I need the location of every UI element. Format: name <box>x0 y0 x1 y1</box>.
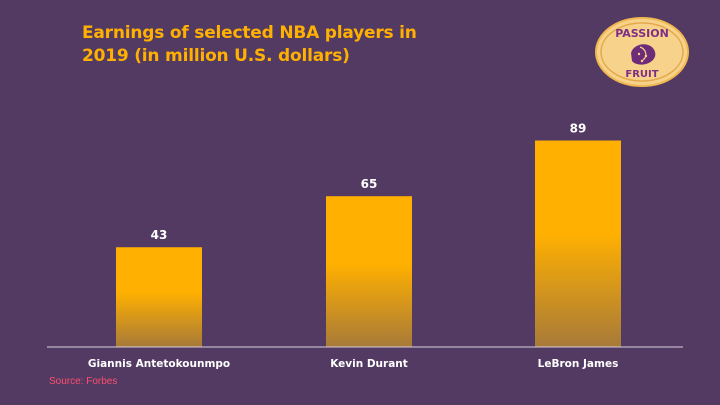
category-label-1: Giannis Antetokounmpo <box>88 358 230 370</box>
data-label-2: 65 <box>361 177 378 191</box>
source-name: Forbes <box>86 376 118 387</box>
passion-fruit-icon <box>631 44 656 65</box>
fruit-seed-icon <box>644 54 648 58</box>
fruit-seed-icon <box>637 52 641 56</box>
source-note: Source: Forbes <box>49 376 117 387</box>
logo-bottom-text: FRUIT <box>625 69 658 80</box>
logo-top-text: PASSION <box>615 27 669 40</box>
logo-ring <box>600 22 684 82</box>
data-label-1: 43 <box>151 228 168 242</box>
bar-2 <box>326 196 412 347</box>
bar-1 <box>116 247 202 347</box>
category-label-2: Kevin Durant <box>330 358 408 370</box>
bar-3 <box>535 140 621 347</box>
bars-layer <box>116 140 621 347</box>
fruit-highlight-icon <box>639 46 647 61</box>
category-label-3: LeBron James <box>538 358 619 370</box>
data-label-3: 89 <box>570 122 587 136</box>
labels-layer: 43 Giannis Antetokounmpo 65 Kevin Durant 89 L… <box>88 122 618 370</box>
chart-title: Earnings of selected NBA players in 2019… <box>82 23 417 66</box>
fruit-seed-icon <box>640 59 644 63</box>
source-label: Source: <box>49 376 84 387</box>
passion-fruit-logo: PASSION FRUIT <box>595 17 689 87</box>
